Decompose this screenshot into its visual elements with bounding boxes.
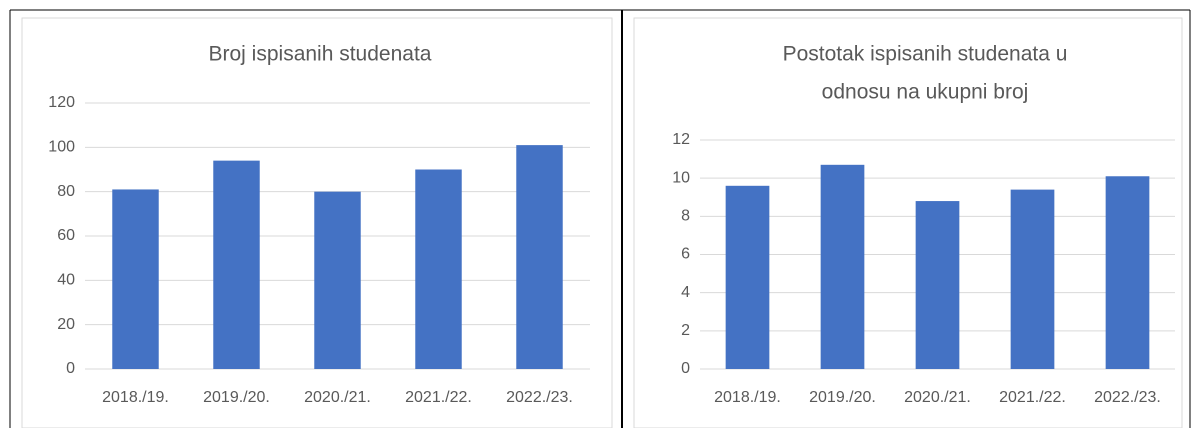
chart-title: Postotak ispisanih studenata u <box>783 43 1068 66</box>
y-tick-label: 120 <box>48 94 75 111</box>
bar <box>516 145 563 369</box>
chart-title: Broj ispisanih studenata <box>209 43 432 66</box>
y-tick-label: 100 <box>48 139 75 156</box>
y-tick-label: 0 <box>66 360 75 377</box>
y-tick-label: 4 <box>681 284 690 301</box>
x-tick-label: 2022./23. <box>506 389 573 406</box>
bar <box>915 201 960 369</box>
x-tick-label: 2019./20. <box>809 389 876 406</box>
x-tick-label: 2019./20. <box>203 389 270 406</box>
bar <box>112 189 159 369</box>
x-tick-label: 2020./21. <box>304 389 371 406</box>
y-tick-label: 8 <box>681 208 690 225</box>
chart-frame <box>633 17 1183 428</box>
y-tick-label: 20 <box>57 316 75 333</box>
chart-title: odnosu na ukupni broj <box>822 81 1029 104</box>
y-tick-label: 10 <box>672 169 690 186</box>
bar <box>725 185 770 369</box>
y-tick-label: 6 <box>681 246 690 263</box>
x-tick-label: 2020./21. <box>904 389 971 406</box>
y-tick-label: 0 <box>681 360 690 377</box>
x-tick-label: 2018./19. <box>102 389 169 406</box>
bar <box>1010 189 1055 369</box>
y-tick-label: 40 <box>57 272 75 289</box>
x-tick-label: 2022./23. <box>1094 389 1161 406</box>
y-tick-label: 60 <box>57 227 75 244</box>
x-tick-label: 2021./22. <box>405 389 472 406</box>
x-tick-label: 2021./22. <box>999 389 1066 406</box>
y-tick-label: 80 <box>57 183 75 200</box>
y-tick-label: 12 <box>672 131 690 148</box>
bar <box>820 164 865 369</box>
bar <box>1105 176 1150 369</box>
bar <box>314 191 361 369</box>
bar <box>213 160 260 369</box>
x-tick-label: 2018./19. <box>714 389 781 406</box>
bar <box>415 169 462 369</box>
y-tick-label: 2 <box>681 322 690 339</box>
